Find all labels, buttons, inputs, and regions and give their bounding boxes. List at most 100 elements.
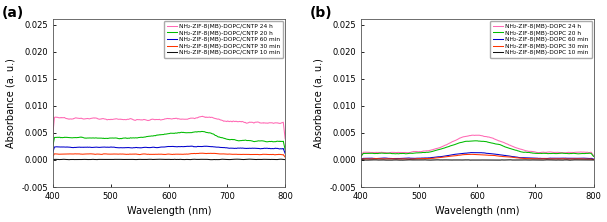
Line: NH₂-ZIF-8(MB)-DOPC/CNTP 20 h: NH₂-ZIF-8(MB)-DOPC/CNTP 20 h — [53, 131, 285, 150]
Line: NH₂-ZIF-8(MB)-DOPC 20 h: NH₂-ZIF-8(MB)-DOPC 20 h — [361, 141, 594, 157]
NH₂-ZIF-8(MB)-DOPC 10 min — [590, 159, 597, 161]
NH₂-ZIF-8(MB)-DOPC/CNTP 20 h — [276, 140, 283, 143]
NH₂-ZIF-8(MB)-DOPC 30 min — [468, 153, 475, 156]
NH₂-ZIF-8(MB)-DOPC/CNTP 10 min — [49, 158, 56, 161]
NH₂-ZIF-8(MB)-DOPC/CNTP 30 min — [240, 153, 247, 156]
Line: NH₂-ZIF-8(MB)-DOPC/CNTP 10 min: NH₂-ZIF-8(MB)-DOPC/CNTP 10 min — [53, 159, 285, 160]
NH₂-ZIF-8(MB)-DOPC 24 h — [590, 154, 597, 157]
NH₂-ZIF-8(MB)-DOPC/CNTP 10 min — [188, 158, 195, 161]
NH₂-ZIF-8(MB)-DOPC 10 min — [484, 159, 491, 161]
NH₂-ZIF-8(MB)-DOPC 30 min — [470, 153, 477, 156]
NH₂-ZIF-8(MB)-DOPC/CNTP 24 h — [175, 117, 182, 120]
NH₂-ZIF-8(MB)-DOPC 20 h — [548, 152, 555, 155]
Y-axis label: Absorbance (a. u.): Absorbance (a. u.) — [5, 58, 16, 148]
NH₂-ZIF-8(MB)-DOPC/CNTP 24 h — [49, 135, 56, 138]
NH₂-ZIF-8(MB)-DOPC/CNTP 10 min — [240, 158, 247, 161]
NH₂-ZIF-8(MB)-DOPC 10 min — [585, 159, 592, 161]
NH₂-ZIF-8(MB)-DOPC 30 min — [548, 157, 555, 160]
NH₂-ZIF-8(MB)-DOPC 60 min — [468, 151, 475, 154]
NH₂-ZIF-8(MB)-DOPC/CNTP 30 min — [188, 152, 195, 155]
NH₂-ZIF-8(MB)-DOPC 30 min — [484, 154, 491, 157]
NH₂-ZIF-8(MB)-DOPC/CNTP 60 min — [175, 145, 182, 148]
NH₂-ZIF-8(MB)-DOPC 24 h — [469, 134, 476, 137]
NH₂-ZIF-8(MB)-DOPC/CNTP 24 h — [282, 137, 289, 140]
NH₂-ZIF-8(MB)-DOPC 24 h — [548, 151, 555, 154]
NH₂-ZIF-8(MB)-DOPC/CNTP 60 min — [188, 145, 195, 147]
NH₂-ZIF-8(MB)-DOPC/CNTP 10 min — [160, 158, 167, 161]
NH₂-ZIF-8(MB)-DOPC/CNTP 60 min — [240, 147, 247, 150]
NH₂-ZIF-8(MB)-DOPC/CNTP 30 min — [198, 152, 205, 155]
NH₂-ZIF-8(MB)-DOPC/CNTP 10 min — [207, 159, 214, 161]
NH₂-ZIF-8(MB)-DOPC 20 h — [590, 155, 597, 158]
NH₂-ZIF-8(MB)-DOPC/CNTP 60 min — [282, 152, 289, 155]
NH₂-ZIF-8(MB)-DOPC/CNTP 24 h — [199, 115, 206, 117]
NH₂-ZIF-8(MB)-DOPC 20 h — [484, 141, 491, 143]
NH₂-ZIF-8(MB)-DOPC 30 min — [496, 155, 503, 158]
NH₂-ZIF-8(MB)-DOPC 20 h — [470, 139, 478, 142]
NH₂-ZIF-8(MB)-DOPC/CNTP 20 h — [282, 148, 289, 151]
NH₂-ZIF-8(MB)-DOPC/CNTP 30 min — [49, 155, 56, 158]
NH₂-ZIF-8(MB)-DOPC/CNTP 60 min — [160, 146, 167, 148]
NH₂-ZIF-8(MB)-DOPC/CNTP 20 h — [188, 131, 195, 134]
NH₂-ZIF-8(MB)-DOPC 10 min — [469, 159, 476, 161]
Line: NH₂-ZIF-8(MB)-DOPC 24 h: NH₂-ZIF-8(MB)-DOPC 24 h — [361, 135, 594, 156]
Legend: NH₂-ZIF-8(MB)-DOPC 24 h, NH₂-ZIF-8(MB)-DOPC 20 h, NH₂-ZIF-8(MB)-DOPC 60 min, NH₂: NH₂-ZIF-8(MB)-DOPC 24 h, NH₂-ZIF-8(MB)-D… — [490, 21, 592, 58]
Y-axis label: Absorbance (a. u.): Absorbance (a. u.) — [314, 58, 324, 148]
NH₂-ZIF-8(MB)-DOPC/CNTP 30 min — [160, 153, 167, 156]
NH₂-ZIF-8(MB)-DOPC 60 min — [358, 158, 365, 161]
NH₂-ZIF-8(MB)-DOPC 24 h — [484, 135, 491, 138]
NH₂-ZIF-8(MB)-DOPC/CNTP 30 min — [161, 153, 168, 156]
NH₂-ZIF-8(MB)-DOPC/CNTP 30 min — [282, 156, 289, 159]
X-axis label: Wavelength (nm): Wavelength (nm) — [435, 206, 520, 216]
X-axis label: Wavelength (nm): Wavelength (nm) — [127, 206, 211, 216]
NH₂-ZIF-8(MB)-DOPC/CNTP 24 h — [160, 118, 167, 121]
Line: NH₂-ZIF-8(MB)-DOPC 60 min: NH₂-ZIF-8(MB)-DOPC 60 min — [361, 153, 594, 159]
NH₂-ZIF-8(MB)-DOPC/CNTP 24 h — [188, 117, 195, 119]
NH₂-ZIF-8(MB)-DOPC/CNTP 60 min — [49, 152, 56, 154]
NH₂-ZIF-8(MB)-DOPC 60 min — [548, 157, 555, 160]
NH₂-ZIF-8(MB)-DOPC 24 h — [358, 155, 365, 157]
NH₂-ZIF-8(MB)-DOPC/CNTP 10 min — [161, 158, 168, 161]
NH₂-ZIF-8(MB)-DOPC 20 h — [585, 152, 592, 155]
NH₂-ZIF-8(MB)-DOPC/CNTP 10 min — [246, 158, 253, 161]
NH₂-ZIF-8(MB)-DOPC 30 min — [590, 158, 597, 161]
Legend: NH₂-ZIF-8(MB)-DOPC/CNTP 24 h, NH₂-ZIF-8(MB)-DOPC/CNTP 20 h, NH₂-ZIF-8(MB)-DOPC/C: NH₂-ZIF-8(MB)-DOPC/CNTP 24 h, NH₂-ZIF-8(… — [164, 21, 283, 58]
Line: NH₂-ZIF-8(MB)-DOPC/CNTP 24 h: NH₂-ZIF-8(MB)-DOPC/CNTP 24 h — [53, 116, 285, 139]
NH₂-ZIF-8(MB)-DOPC/CNTP 20 h — [49, 146, 56, 149]
NH₂-ZIF-8(MB)-DOPC/CNTP 10 min — [277, 158, 284, 161]
NH₂-ZIF-8(MB)-DOPC 20 h — [358, 155, 365, 158]
NH₂-ZIF-8(MB)-DOPC 10 min — [358, 159, 365, 161]
NH₂-ZIF-8(MB)-DOPC/CNTP 20 h — [198, 130, 206, 133]
NH₂-ZIF-8(MB)-DOPC 60 min — [585, 157, 592, 160]
NH₂-ZIF-8(MB)-DOPC/CNTP 10 min — [282, 158, 289, 161]
NH₂-ZIF-8(MB)-DOPC 20 h — [496, 143, 503, 146]
Line: NH₂-ZIF-8(MB)-DOPC/CNTP 30 min: NH₂-ZIF-8(MB)-DOPC/CNTP 30 min — [53, 153, 285, 157]
NH₂-ZIF-8(MB)-DOPC/CNTP 20 h — [240, 139, 247, 142]
NH₂-ZIF-8(MB)-DOPC/CNTP 10 min — [175, 158, 182, 161]
NH₂-ZIF-8(MB)-DOPC 60 min — [470, 151, 477, 154]
NH₂-ZIF-8(MB)-DOPC 30 min — [358, 158, 365, 161]
NH₂-ZIF-8(MB)-DOPC 30 min — [469, 153, 476, 156]
NH₂-ZIF-8(MB)-DOPC 24 h — [468, 134, 475, 137]
Line: NH₂-ZIF-8(MB)-DOPC 30 min: NH₂-ZIF-8(MB)-DOPC 30 min — [361, 154, 594, 159]
NH₂-ZIF-8(MB)-DOPC/CNTP 30 min — [276, 153, 283, 156]
NH₂-ZIF-8(MB)-DOPC 24 h — [470, 134, 477, 137]
NH₂-ZIF-8(MB)-DOPC 24 h — [496, 140, 503, 143]
NH₂-ZIF-8(MB)-DOPC/CNTP 60 min — [276, 147, 283, 150]
NH₂-ZIF-8(MB)-DOPC/CNTP 24 h — [240, 121, 247, 123]
NH₂-ZIF-8(MB)-DOPC 20 h — [469, 140, 476, 142]
NH₂-ZIF-8(MB)-DOPC/CNTP 30 min — [175, 153, 182, 155]
NH₂-ZIF-8(MB)-DOPC/CNTP 20 h — [160, 133, 167, 136]
NH₂-ZIF-8(MB)-DOPC 10 min — [372, 159, 379, 161]
NH₂-ZIF-8(MB)-DOPC/CNTP 60 min — [161, 146, 168, 148]
NH₂-ZIF-8(MB)-DOPC 30 min — [585, 158, 592, 160]
NH₂-ZIF-8(MB)-DOPC 60 min — [468, 151, 475, 154]
Line: NH₂-ZIF-8(MB)-DOPC/CNTP 60 min: NH₂-ZIF-8(MB)-DOPC/CNTP 60 min — [53, 146, 285, 153]
NH₂-ZIF-8(MB)-DOPC/CNTP 20 h — [175, 131, 182, 134]
NH₂-ZIF-8(MB)-DOPC/CNTP 24 h — [161, 118, 168, 120]
NH₂-ZIF-8(MB)-DOPC 10 min — [386, 159, 393, 162]
NH₂-ZIF-8(MB)-DOPC 10 min — [497, 159, 504, 161]
Text: (b): (b) — [310, 6, 333, 20]
NH₂-ZIF-8(MB)-DOPC/CNTP 20 h — [161, 133, 168, 135]
NH₂-ZIF-8(MB)-DOPC 60 min — [484, 152, 491, 155]
